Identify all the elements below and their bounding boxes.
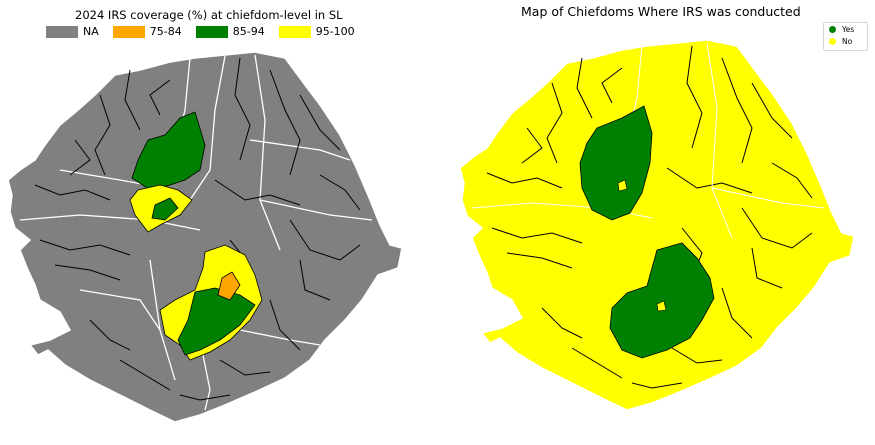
left-map-chiefdom-boundaries (34, 57, 361, 401)
legend-swatch-na (46, 25, 78, 38)
legend-item-yes: Yes (824, 23, 867, 35)
right-map-south-yes-inner (656, 300, 667, 312)
legend-item-85-94: 85-94 (195, 25, 265, 38)
legend-label-85-94: 85-94 (232, 25, 265, 38)
right-map-north-yes-inner (617, 179, 628, 192)
legend-item-75-84: 75-84 (112, 25, 182, 38)
left-map-north-cluster-green-south (151, 197, 179, 221)
legend-item-95-100: 95-100 (278, 25, 355, 38)
right-map (459, 39, 855, 411)
legend-swatch-75-84 (112, 25, 145, 38)
legend-dot-no (829, 37, 836, 45)
legend-label-75-84: 75-84 (149, 25, 182, 38)
legend-swatch-95-100 (278, 25, 311, 38)
legend-dot-yes (829, 25, 836, 33)
legend-item-na: NA (46, 25, 99, 38)
legend-label-na: NA (83, 25, 99, 38)
legend-label-95-100: 95-100 (315, 25, 355, 38)
legend-item-no: No (824, 35, 867, 47)
legend-swatch-85-94 (195, 25, 228, 38)
left-map (7, 51, 403, 423)
left-map-legend: NA 75-84 85-94 95-100 (46, 25, 369, 38)
legend-label-yes: Yes (842, 24, 855, 34)
right-map-country-fill (459, 39, 855, 411)
left-map-title: 2024 IRS coverage (%) at chiefdom-level … (75, 8, 343, 22)
right-map-south-yes (609, 242, 715, 359)
right-map-legend: Yes No (823, 22, 868, 51)
left-map-south-cluster-orange (217, 271, 241, 301)
right-map-title: Map of Chiefdoms Where IRS was conducted (521, 4, 801, 19)
right-map-north-yes (579, 105, 653, 221)
legend-label-no: No (842, 36, 853, 46)
